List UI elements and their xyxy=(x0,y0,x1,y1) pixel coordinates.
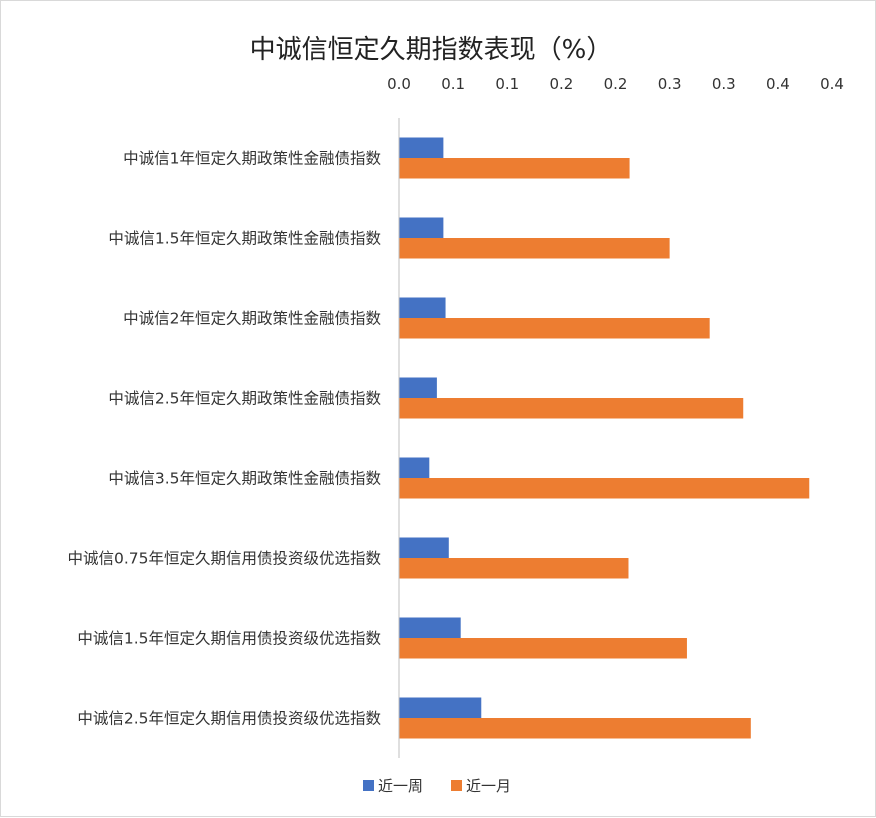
category-label: 中诚信3.5年恒定久期政策性金融债指数 xyxy=(108,470,381,488)
legend-swatch-week xyxy=(363,780,374,791)
bar-week xyxy=(399,297,446,318)
x-tick-label: 0.1 xyxy=(441,75,465,93)
category-label: 中诚信2.5年恒定久期政策性金融债指数 xyxy=(108,390,381,408)
x-tick-label: 0.2 xyxy=(604,75,628,93)
bar-month xyxy=(399,718,751,739)
bar-month xyxy=(399,478,810,499)
bar-week xyxy=(399,697,482,718)
category-labels: 中诚信1年恒定久期政策性金融债指数中诚信1.5年恒定久期政策性金融债指数中诚信2… xyxy=(67,150,381,728)
bar-week xyxy=(399,617,461,638)
x-axis-ticks: 0.0 0.1 0.1 0.2 0.2 0.3 0.3 0.4 0.4 xyxy=(387,75,844,93)
bar-month xyxy=(399,158,630,179)
x-tick-label: 0.3 xyxy=(712,75,736,93)
bar-month xyxy=(399,638,687,659)
bar-week xyxy=(399,457,430,478)
category-label: 中诚信1.5年恒定久期政策性金融债指数 xyxy=(108,230,381,248)
x-tick-label: 0.0 xyxy=(387,75,411,93)
bar-week xyxy=(399,217,444,238)
category-label: 中诚信1年恒定久期政策性金融债指数 xyxy=(123,150,381,168)
bar-week xyxy=(399,137,444,158)
category-label: 中诚信2年恒定久期政策性金融债指数 xyxy=(123,310,381,328)
bar-month xyxy=(399,318,710,339)
chart-title: 中诚信恒定久期指数表现（%） xyxy=(250,35,613,65)
legend: 近一周 近一月 xyxy=(363,777,511,795)
legend-swatch-month xyxy=(451,780,462,791)
bar-month xyxy=(399,398,744,419)
x-tick-label: 0.1 xyxy=(495,75,519,93)
bars xyxy=(399,137,810,739)
category-label: 中诚信0.75年恒定久期信用债投资级优选指数 xyxy=(67,550,381,568)
bar-month xyxy=(399,558,629,579)
x-tick-label: 0.2 xyxy=(549,75,573,93)
bar-week xyxy=(399,537,449,558)
category-label: 中诚信2.5年恒定久期信用债投资级优选指数 xyxy=(77,710,381,728)
x-tick-label: 0.4 xyxy=(766,75,790,93)
x-tick-label: 0.3 xyxy=(658,75,682,93)
bar-month xyxy=(399,238,670,259)
bar-week xyxy=(399,377,437,398)
category-label: 中诚信1.5年恒定久期信用债投资级优选指数 xyxy=(77,630,381,648)
legend-label-week: 近一周 xyxy=(378,777,423,795)
legend-label-month: 近一月 xyxy=(466,777,511,795)
x-tick-label: 0.4 xyxy=(820,75,844,93)
